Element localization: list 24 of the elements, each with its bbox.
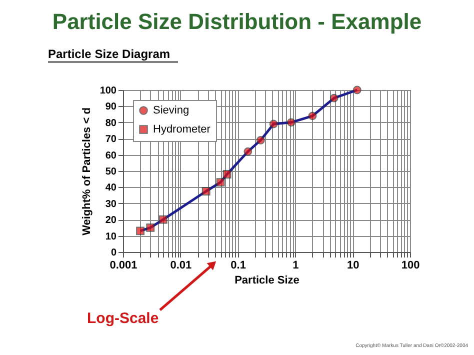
- y-tick-label: 80: [105, 118, 117, 129]
- legend-label: Sieving: [153, 104, 190, 116]
- x-axis-title: Particle Size: [234, 274, 300, 286]
- x-tick-label: 0.01: [170, 260, 192, 272]
- y-tick-label: 60: [105, 150, 117, 162]
- y-tick-label: 20: [105, 215, 117, 226]
- x-tick-label: 100: [401, 260, 420, 272]
- y-tick-label: 50: [105, 166, 117, 178]
- chart-subtitle: Particle Size Diagram: [48, 47, 170, 61]
- x-tick-label: 0.1: [230, 260, 246, 272]
- legend-label: Hydrometer: [153, 124, 211, 136]
- y-tick-label: 30: [105, 198, 117, 210]
- y-tick-label: 90: [105, 102, 117, 113]
- x-tick-label: 10: [346, 260, 360, 272]
- y-tick-label: 10: [105, 231, 117, 242]
- y-tick-label: 0: [110, 248, 117, 258]
- text: Log-Scale: [87, 310, 159, 327]
- y-axis-title: Weight% of Particles < d: [80, 108, 93, 236]
- x-tick-label: 0.001: [110, 260, 138, 272]
- x-tick-label: 1: [292, 260, 299, 272]
- y-tick-label: 70: [105, 134, 117, 146]
- y-tick-label: 100: [100, 86, 117, 96]
- chart-title: Particle Size Distribution - Example: [52, 9, 422, 34]
- y-tick-label: 40: [105, 182, 117, 194]
